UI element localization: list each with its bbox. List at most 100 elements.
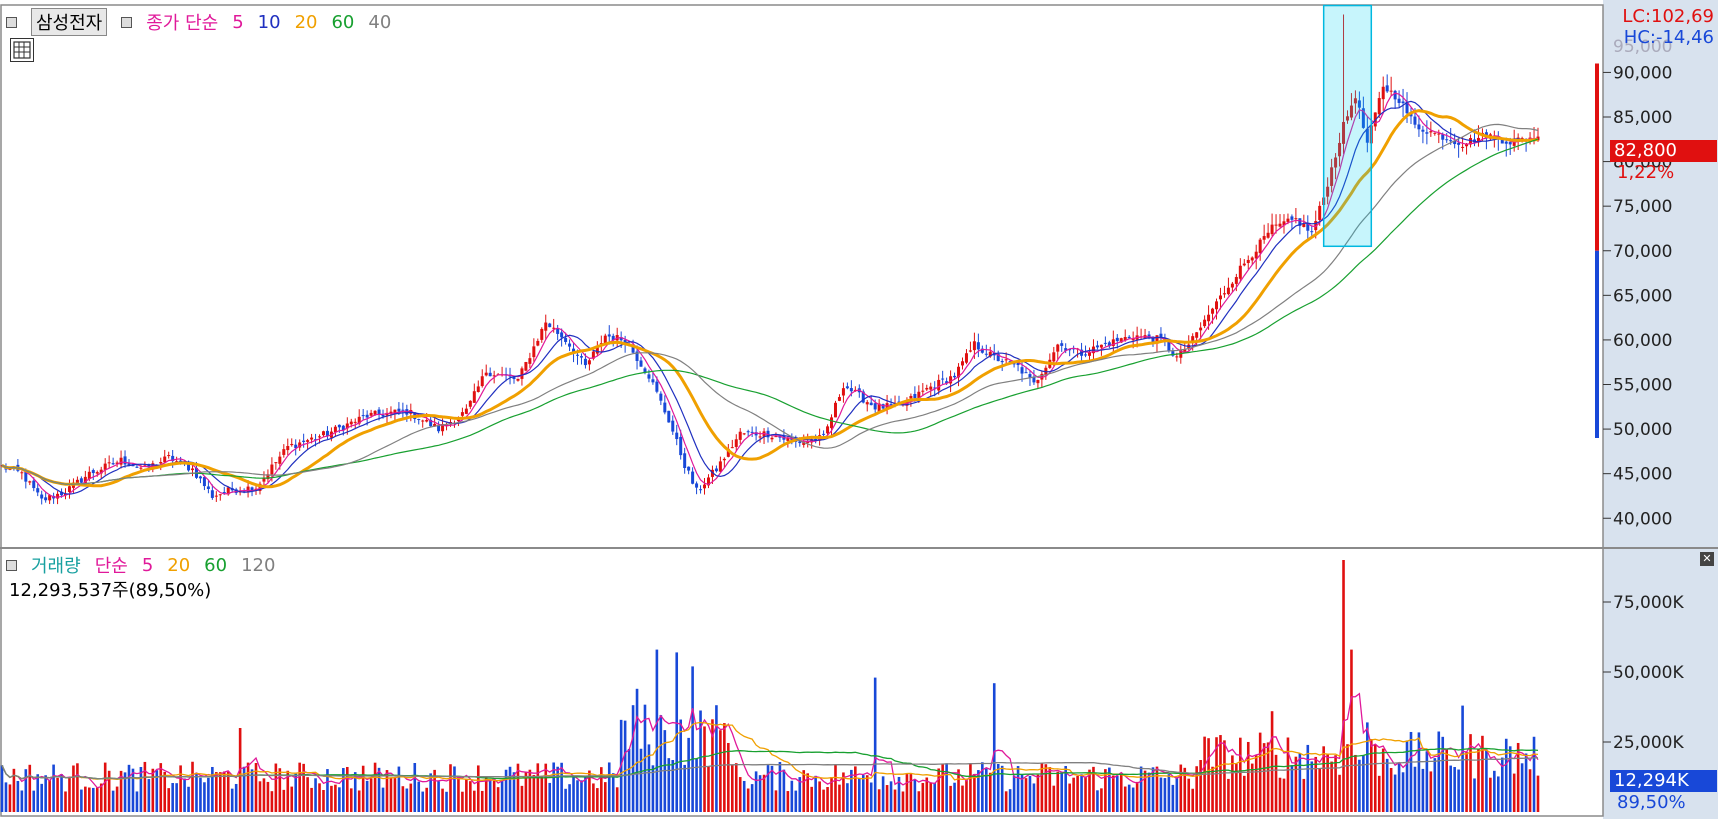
volume-bar — [1123, 786, 1127, 812]
volume-bar — [1024, 778, 1028, 812]
volume-bar — [901, 791, 905, 812]
price-candle — [540, 328, 544, 340]
volume-bar — [199, 777, 202, 812]
price-candle — [512, 376, 516, 380]
volume-bar — [163, 771, 167, 812]
volume-ma-line-20 — [1, 721, 1539, 782]
ma-line-10 — [1, 100, 1539, 495]
price-candle — [274, 462, 278, 464]
price-candle — [1226, 287, 1230, 295]
volume-bar — [806, 773, 810, 812]
volume-bar — [1088, 769, 1091, 812]
volume-bar — [758, 775, 762, 812]
price-candle — [1306, 222, 1310, 231]
volume-bar — [1441, 736, 1445, 812]
price-candle — [599, 343, 603, 345]
volume-label: 거래량 — [31, 556, 81, 577]
price-candle — [1286, 218, 1290, 222]
price-tick-label: 45,000 — [1613, 465, 1672, 485]
ma-label: 종가 단순 — [146, 13, 219, 34]
volume-toggle-icon[interactable] — [6, 559, 17, 571]
volume-bar — [4, 782, 8, 812]
volume-bar — [1310, 761, 1314, 812]
volume-bar — [810, 786, 813, 812]
price-candle — [67, 486, 71, 492]
volume-bar — [1147, 772, 1151, 812]
volume-bar — [1433, 758, 1437, 812]
volume-bar — [258, 781, 262, 812]
price-candle — [583, 358, 587, 366]
volume-bar — [393, 777, 397, 812]
price-candle — [984, 353, 988, 355]
volume-bar — [1159, 777, 1163, 812]
price-candle — [1342, 121, 1346, 144]
volume-bar — [909, 774, 913, 812]
price-candle — [520, 368, 524, 379]
volume-bar — [103, 762, 107, 812]
volume-bar — [298, 762, 301, 812]
volume-bar — [445, 791, 448, 812]
price-candle — [714, 468, 718, 472]
volume-bar — [861, 775, 865, 812]
volume-bar — [600, 767, 603, 812]
price-candle — [1266, 232, 1270, 238]
volume-bar — [417, 781, 421, 812]
volume-bar — [1469, 734, 1472, 812]
price-candle — [544, 322, 548, 331]
panel-toggle-icon[interactable] — [6, 16, 17, 28]
volume-bar — [1532, 736, 1536, 812]
price-candle — [1000, 360, 1004, 363]
price-candle — [921, 390, 925, 392]
price-candle — [24, 471, 28, 482]
price-candle — [218, 494, 222, 496]
price-candle — [175, 461, 179, 463]
volume-bar — [306, 777, 309, 812]
volume-bar — [536, 763, 540, 812]
volume-bar — [127, 764, 131, 812]
price-candle — [1393, 90, 1397, 100]
price-candle — [667, 410, 671, 423]
volume-bar — [969, 763, 972, 812]
volume-bar — [294, 773, 298, 812]
price-candle — [135, 466, 139, 468]
price-candle — [429, 419, 433, 427]
price-candle — [1250, 257, 1254, 261]
price-candle — [945, 381, 949, 384]
price-candle — [87, 471, 91, 480]
price-candle — [1056, 344, 1060, 352]
volume-bar — [1334, 755, 1337, 812]
volume-bar — [580, 780, 583, 812]
price-candle — [1203, 319, 1207, 327]
price-candle — [1095, 345, 1099, 348]
price-candle — [1298, 218, 1302, 226]
price-candle — [306, 440, 310, 442]
price-candle — [1425, 132, 1429, 134]
volume-bar — [1254, 755, 1258, 812]
price-candle — [730, 447, 734, 449]
volume-bar — [885, 785, 889, 812]
table-grid-icon[interactable] — [10, 38, 34, 62]
current-volume-badge: 12,294K — [1610, 770, 1717, 792]
volume-bar — [80, 789, 83, 812]
volume-bar — [667, 758, 671, 812]
ma-line-20 — [1, 109, 1539, 489]
price-candle — [1167, 341, 1171, 351]
stock-name-button[interactable]: 삼성전자 — [31, 8, 108, 36]
volume-bar — [556, 766, 559, 812]
volume-bar — [1282, 778, 1286, 812]
volume-bar — [449, 764, 452, 812]
highlight-box[interactable] — [1322, 4, 1373, 248]
price-candle — [139, 467, 143, 469]
price-candle — [1171, 351, 1175, 356]
ma-toggle-icon[interactable] — [121, 16, 133, 28]
price-candle — [1330, 167, 1334, 186]
volume-bar — [1461, 705, 1464, 812]
volume-bar — [1044, 764, 1048, 812]
close-icon[interactable]: ✕ — [1700, 552, 1714, 566]
price-candle — [1195, 332, 1199, 338]
price-candle — [1099, 344, 1103, 348]
price-tick-label: 85,000 — [1613, 108, 1672, 128]
price-candle — [675, 432, 679, 440]
price-candle — [1012, 363, 1016, 365]
